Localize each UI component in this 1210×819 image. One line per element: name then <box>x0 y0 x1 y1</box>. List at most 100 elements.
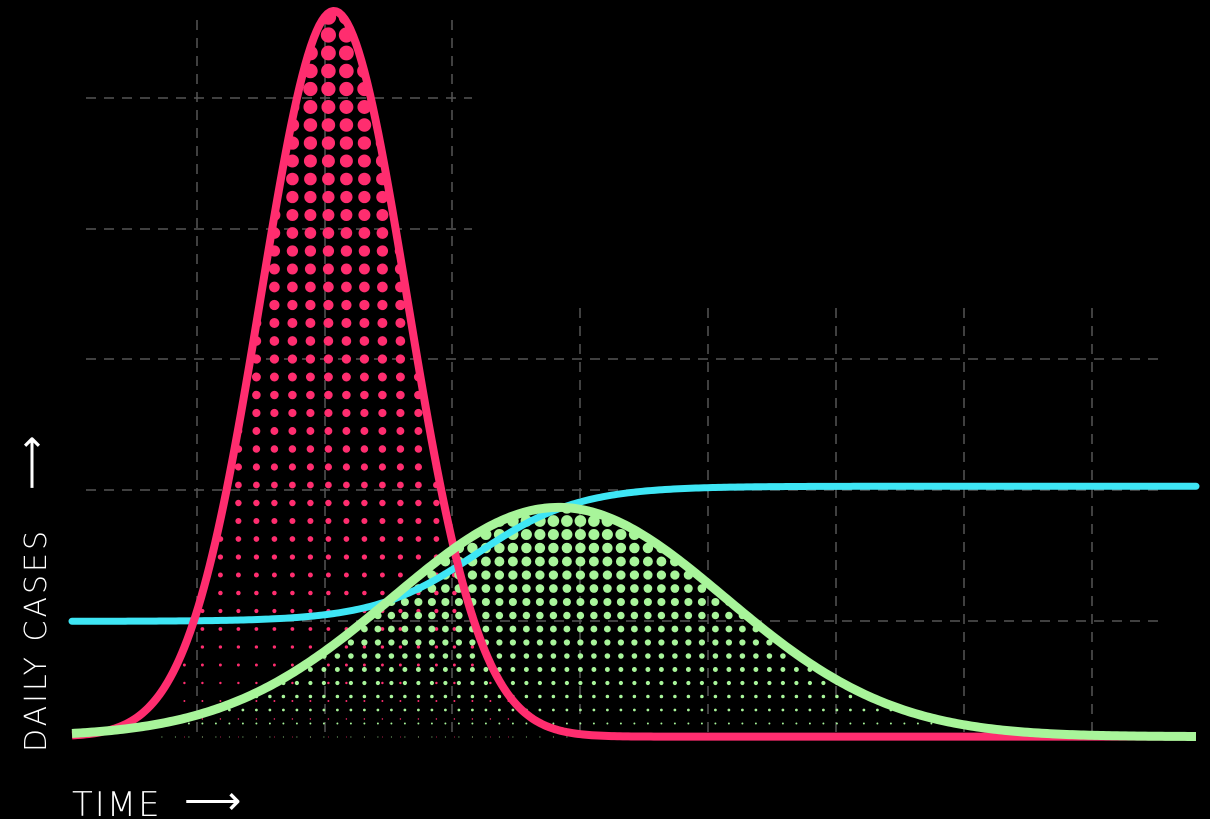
flat-fill-dot <box>658 639 665 646</box>
peak-fill-dot <box>305 336 316 346</box>
flat-fill-dot <box>740 694 745 699</box>
peak-fill-dot <box>396 463 404 471</box>
flat-fill-dot <box>684 625 692 633</box>
peak-fill-dot <box>359 318 370 328</box>
peak-fill-dot <box>219 718 222 720</box>
flat-fill-dot <box>739 667 745 672</box>
flat-fill-dot <box>417 708 420 712</box>
flat-fill-dot <box>350 736 352 738</box>
flat-fill-dot <box>642 556 653 567</box>
flat-fill-dot <box>535 584 545 593</box>
peak-fill-dot <box>286 245 299 257</box>
peak-fill-dot <box>322 263 334 275</box>
flat-fill-dot <box>767 694 772 699</box>
peak-fill-dot <box>377 281 388 293</box>
flat-fill-dot <box>714 708 717 712</box>
peak-fill-dot <box>272 645 277 649</box>
flat-fill-dot <box>521 556 532 567</box>
peak-fill-dot <box>341 336 352 346</box>
flat-fill-dot <box>658 653 665 659</box>
peak-fill-dot <box>414 481 422 489</box>
peak-fill-dot <box>269 372 279 382</box>
peak-fill-dot <box>341 354 352 364</box>
flat-fill-dot <box>295 722 298 725</box>
peak-fill-dot <box>324 481 332 489</box>
flat-fill-dot <box>349 694 353 699</box>
flat-fill-dot <box>699 653 705 659</box>
peak-fill-dot <box>253 536 260 542</box>
flat-fill-dot <box>673 722 676 725</box>
flat-fill-dot <box>417 722 420 725</box>
peak-fill-dot <box>434 645 439 649</box>
peak-fill-dot <box>304 172 317 186</box>
peak-fill-dot <box>434 627 439 631</box>
flat-fill-dot <box>522 625 530 633</box>
peak-fill-dot <box>270 463 278 471</box>
flat-fill-dot <box>631 653 638 659</box>
flat-fill-dot <box>417 736 419 738</box>
peak-fill-dot <box>342 390 351 400</box>
flat-fill-dot <box>428 625 436 633</box>
peak-fill-dot <box>235 572 241 578</box>
peak-fill-dot <box>363 700 366 702</box>
peak-fill-dot <box>378 445 387 453</box>
flat-fill-dot <box>577 667 583 672</box>
flat-fill-dot <box>822 708 825 712</box>
flat-fill-dot <box>255 722 258 725</box>
flat-fill-dot <box>296 736 298 738</box>
peak-fill-dot <box>380 627 385 631</box>
peak-fill-dot <box>433 517 440 525</box>
flat-fill-dot <box>550 639 557 646</box>
peak-fill-dot <box>303 100 318 114</box>
peak-fill-dot <box>286 190 299 204</box>
flat-fill-dot <box>602 556 613 567</box>
flat-fill-dot <box>494 556 505 567</box>
flat-fill-dot <box>521 570 532 580</box>
flat-fill-dot <box>443 680 448 686</box>
flat-fill-dot <box>520 528 532 541</box>
peak-fill-dot <box>327 700 330 702</box>
peak-fill-dot <box>379 499 386 507</box>
flat-fill-dot <box>470 694 475 699</box>
flat-fill-dot <box>727 708 731 712</box>
flat-fill-dot <box>548 556 559 567</box>
flat-fill-dot <box>495 625 503 633</box>
flat-fill-dot <box>471 708 474 712</box>
peak-fill-dot <box>452 663 456 667</box>
peak-fill-dot <box>396 427 405 435</box>
flat-fill-dot <box>576 597 585 607</box>
flat-fill-dot <box>282 736 284 738</box>
peak-fill-dot <box>453 700 456 702</box>
peak-fill-dot <box>285 154 299 168</box>
flat-fill-dot <box>576 625 584 633</box>
flat-fill-dot <box>510 680 516 686</box>
peak-fill-dot <box>339 63 354 79</box>
peak-fill-dot <box>218 627 223 631</box>
flat-fill-dot <box>645 680 651 686</box>
flat-fill-dot <box>334 667 340 672</box>
flat-fill-dot <box>481 570 491 580</box>
flat-fill-dot <box>794 680 799 686</box>
peak-fill-dot <box>361 572 367 578</box>
flat-fill-dot <box>484 708 488 712</box>
peak-fill-dot <box>304 263 316 275</box>
peak-fill-dot <box>397 499 404 507</box>
peak-fill-dot <box>291 700 294 702</box>
flat-fill-dot <box>415 667 421 672</box>
peak-fill-dot <box>323 372 333 382</box>
peak-fill-dot <box>303 154 317 168</box>
flat-fill-dot <box>512 736 514 738</box>
peak-fill-dot <box>489 700 492 702</box>
flat-fill-dot <box>348 653 354 659</box>
flat-fill-dot <box>362 680 367 686</box>
flat-fill-dot <box>578 680 583 686</box>
peak-fill-dot <box>358 209 371 221</box>
flat-fill-dot <box>375 680 381 686</box>
peak-fill-dot <box>287 372 297 382</box>
flat-fill-dot <box>712 639 719 646</box>
flat-fill-dot <box>629 570 640 580</box>
capacity-line <box>68 482 1200 625</box>
peak-fill-dot <box>341 318 352 328</box>
flat-fill-dot <box>508 570 518 580</box>
flat-fill-dot <box>401 611 409 620</box>
